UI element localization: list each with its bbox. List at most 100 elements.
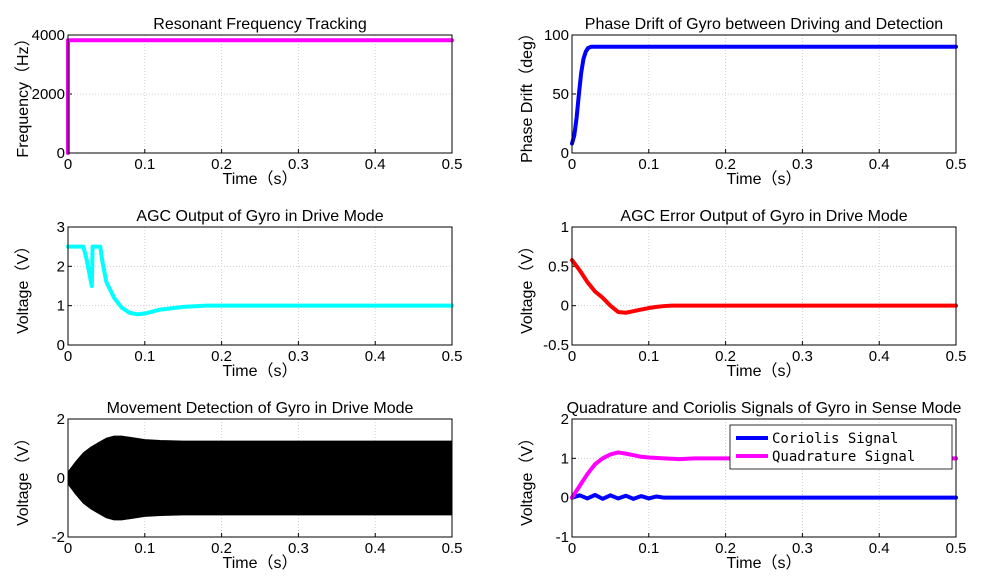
y-tick-label: 0 xyxy=(561,145,569,162)
y-axis-label: Voltage（V） xyxy=(518,430,536,526)
x-tick-label: 0 xyxy=(568,348,576,365)
x-tick-label: 0.4 xyxy=(869,348,890,365)
x-tick-label: 0.1 xyxy=(638,156,659,173)
axes-frame xyxy=(571,418,957,538)
y-tick-label: 100 xyxy=(544,27,569,44)
y-tick-label: 2 xyxy=(57,411,65,428)
y-tick-label: 2 xyxy=(561,411,569,428)
y-tick-label: 0 xyxy=(57,337,65,354)
chart-title: AGC Output of Gyro in Drive Mode xyxy=(136,208,383,225)
axes-frame xyxy=(571,34,957,154)
series-line-0 xyxy=(570,258,958,315)
x-tick-label: 0.2 xyxy=(211,156,232,173)
y-axis-label: Voltage（V） xyxy=(518,238,536,334)
legend-box xyxy=(729,424,953,470)
y-tick-label: 4000 xyxy=(32,27,65,44)
y-tick-label: 1 xyxy=(561,219,569,236)
chart-title: AGC Error Output of Gyro in Drive Mode xyxy=(620,208,907,225)
x-tick-label: 0.4 xyxy=(869,540,890,557)
chart-title: Phase Drift of Gyro between Driving and … xyxy=(585,16,943,33)
y-tick-label: 0.5 xyxy=(548,258,569,275)
x-tick-label: 0 xyxy=(64,348,72,365)
x-tick-label: 0.4 xyxy=(365,156,386,173)
series-envelope-0 xyxy=(67,435,453,521)
chart-title: Resonant Frequency Tracking xyxy=(153,16,366,33)
series-line-0 xyxy=(570,44,958,146)
y-tick-label: 2 xyxy=(57,258,65,275)
y-tick-label: 2000 xyxy=(32,86,65,103)
x-tick-label: 0.3 xyxy=(792,156,813,173)
y-tick-label: 1 xyxy=(57,298,65,315)
y-tick-label: 0 xyxy=(57,470,65,487)
chart-title: Quadrature and Coriolis Signals of Gyro … xyxy=(567,400,962,417)
x-tick-label: 0.4 xyxy=(869,156,890,173)
x-tick-label: 0.3 xyxy=(288,156,309,173)
x-tick-label: 0.3 xyxy=(288,348,309,365)
x-tick-label: 0.2 xyxy=(715,348,736,365)
x-axis-label: Time（s） xyxy=(223,554,298,572)
x-tick-label: 0.2 xyxy=(715,540,736,557)
y-axis-label: Frequency（Hz） xyxy=(14,30,32,157)
legend: Coriolis Signal Quadrature Signal xyxy=(729,424,953,470)
plot-area xyxy=(572,227,956,345)
y-axis-label: Phase Drift（deg） xyxy=(518,25,536,163)
chart-1: 0 0.1 0.2 0.3 0.4 0.5 0 50 100 Phase Drift of Gyr… xyxy=(518,16,966,188)
series-line-0 xyxy=(570,492,958,501)
y-tick-label: 1 xyxy=(561,450,569,467)
x-tick-label: 0.1 xyxy=(134,540,155,557)
y-axis-label: Voltage（V） xyxy=(14,238,32,334)
x-tick-label: 0 xyxy=(568,540,576,557)
y-tick-label: -0.5 xyxy=(543,337,569,354)
y-tick-label: 0 xyxy=(57,145,65,162)
x-tick-label: 0.4 xyxy=(365,540,386,557)
y-tick-label: 50 xyxy=(552,86,569,103)
legend-label: Coriolis Signal xyxy=(772,431,898,447)
x-axis-label: Time（s） xyxy=(223,170,298,188)
x-tick-label: 0.3 xyxy=(288,540,309,557)
x-axis-label: Time（s） xyxy=(727,554,802,572)
y-tick-label: -2 xyxy=(52,529,65,546)
x-tick-label: 0.1 xyxy=(134,156,155,173)
series-line-1 xyxy=(570,450,958,500)
y-tick-label: 0 xyxy=(561,490,569,507)
x-tick-label: 0.3 xyxy=(792,540,813,557)
y-axis-label: Voltage（V） xyxy=(14,430,32,526)
x-tick-label: 0.4 xyxy=(365,348,386,365)
x-axis-label: Time（s） xyxy=(727,362,802,380)
chart-0: 0 0.1 0.2 0.3 0.4 0.5 0 2000 4000 Resonant Freque… xyxy=(14,16,462,188)
x-axis-label: Time（s） xyxy=(223,362,298,380)
x-tick-label: 0.3 xyxy=(792,348,813,365)
x-tick-label: 0.5 xyxy=(442,156,463,173)
x-tick-label: 0.1 xyxy=(638,540,659,557)
chart-title: Movement Detection of Gyro in Drive Mode xyxy=(107,400,414,417)
plot-area xyxy=(68,227,452,345)
x-tick-label: 0.5 xyxy=(946,156,967,173)
x-tick-label: 0.5 xyxy=(442,540,463,557)
y-tick-label: -1 xyxy=(556,529,569,546)
legend-label: Quadrature Signal xyxy=(772,449,915,465)
x-axis-label: Time（s） xyxy=(727,170,802,188)
axes-frame xyxy=(67,418,453,538)
y-tick-label: 0 xyxy=(561,298,569,315)
x-tick-label: 0 xyxy=(568,156,576,173)
axes-frame xyxy=(67,226,453,346)
x-tick-label: 0.5 xyxy=(946,348,967,365)
x-tick-label: 0 xyxy=(64,540,72,557)
chart-2: 0 0.1 0.2 0.3 0.4 0.5 0 1 2 3 AGC Output of Gyro i… xyxy=(14,208,462,380)
x-tick-label: 0.1 xyxy=(638,348,659,365)
x-tick-label: 0.1 xyxy=(134,348,155,365)
series-line-0 xyxy=(66,244,454,317)
x-tick-label: 0 xyxy=(64,156,72,173)
axes-frame xyxy=(67,34,453,154)
x-tick-label: 0.2 xyxy=(211,540,232,557)
x-tick-label: 0.5 xyxy=(946,540,967,557)
x-tick-label: 0.5 xyxy=(442,348,463,365)
axes-frame xyxy=(571,226,957,346)
y-tick-label: 3 xyxy=(57,219,65,236)
x-tick-label: 0.2 xyxy=(715,156,736,173)
x-tick-label: 0.2 xyxy=(211,348,232,365)
